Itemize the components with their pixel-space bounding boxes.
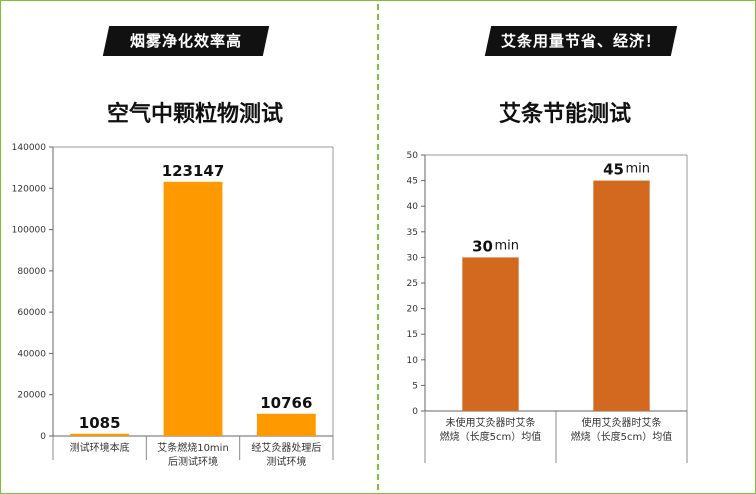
banner-left: 烟雾净化效率高 — [102, 26, 270, 56]
data-label: 45 — [603, 161, 624, 179]
bar — [70, 433, 130, 436]
chart-title-energy: 艾条节能测试 — [498, 102, 631, 127]
y-tick-label: 45 — [407, 177, 418, 187]
x-tick-label: 经艾灸器处理后 — [251, 441, 321, 454]
y-tick-label: 40 — [407, 202, 419, 212]
y-tick-label: 10 — [407, 356, 419, 366]
y-tick-label: 60000 — [17, 308, 46, 318]
y-tick-label: 140000 — [12, 143, 47, 153]
y-tick-label: 20000 — [17, 391, 46, 401]
banner-right-text: 艾条用量节省、经济！ — [500, 32, 661, 50]
x-tick-label: 燃烧（长度5cm）均值 — [571, 430, 673, 443]
x-tick-label: 测试环境本底 — [70, 441, 130, 454]
x-tick-label: 后测试环境 — [168, 455, 218, 468]
bar — [163, 181, 223, 436]
data-label-unit: min — [495, 238, 520, 253]
banner-right: 艾条用量节省、经济！ — [484, 26, 678, 56]
y-tick-label: 80000 — [17, 267, 46, 277]
y-tick-label: 30 — [407, 253, 419, 263]
y-tick-label: 35 — [407, 228, 418, 238]
x-tick-label: 使用艾灸器时艾条 — [582, 416, 662, 429]
x-tick-label: 艾条燃烧10min — [157, 441, 229, 454]
data-label-unit: min — [626, 162, 651, 177]
center-divider — [377, 4, 379, 490]
y-tick-label: 50 — [407, 151, 419, 161]
y-tick-label: 0 — [412, 407, 418, 417]
x-tick-label: 测试环境 — [266, 455, 306, 468]
chart-particulate: 0 20000 40000 60000 80000 100000 120000 140000 1… — [12, 143, 334, 468]
y-tick-label: 5 — [412, 381, 418, 391]
y-tick-label: 15 — [407, 330, 418, 340]
y-tick-label: 0 — [40, 432, 46, 442]
y-tick-label: 100000 — [12, 226, 47, 236]
banner-left-text: 烟雾净化效率高 — [129, 32, 242, 50]
chart-title-particulate: 空气中颗粒物测试 — [106, 102, 283, 127]
y-tick-label: 120000 — [12, 184, 47, 194]
y-tick-label: 25 — [407, 279, 418, 289]
data-label: 10766 — [260, 394, 312, 412]
x-tick-label: 燃烧（长度5cm）均值 — [440, 430, 542, 443]
data-label: 123147 — [162, 162, 225, 180]
y-tick-label: 40000 — [17, 349, 46, 359]
data-label: 1085 — [79, 414, 121, 432]
bar — [256, 413, 316, 436]
bar — [462, 257, 519, 411]
data-label: 30 — [472, 237, 493, 255]
y-tick-label: 20 — [407, 305, 419, 315]
bar — [593, 180, 650, 411]
x-tick-label: 未使用艾灸器时艾条 — [446, 416, 536, 429]
